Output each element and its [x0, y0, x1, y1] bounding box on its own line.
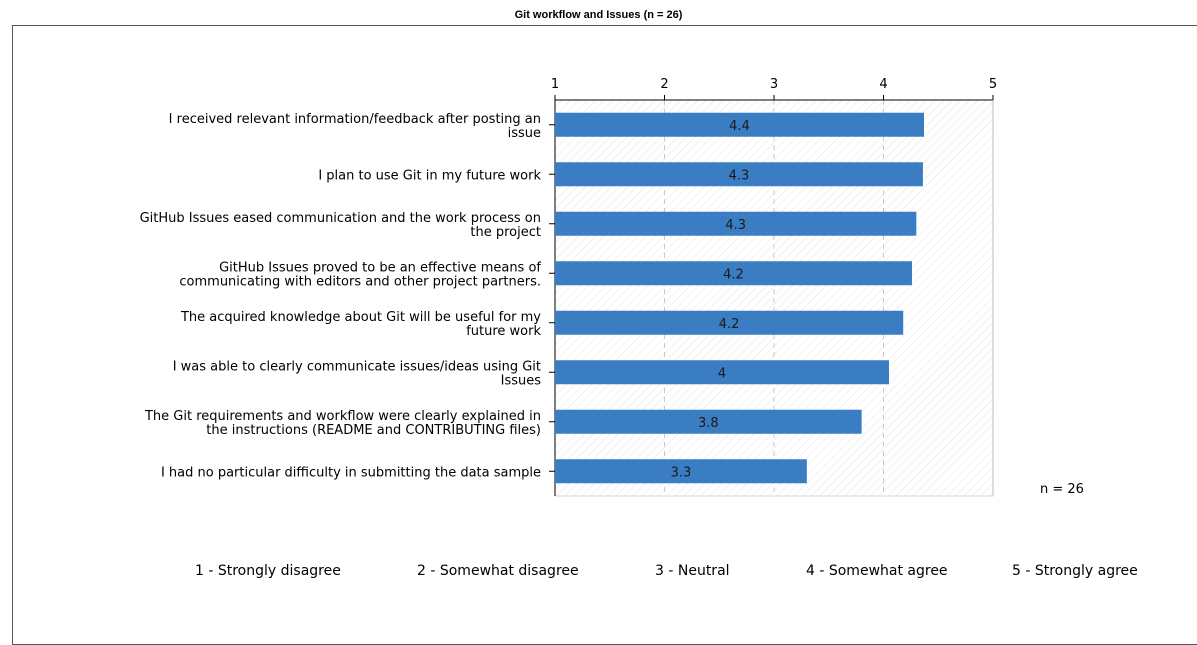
bar-value-label: 4.2 — [723, 267, 744, 282]
chart-title: Git workflow and Issues (n = 26) — [514, 9, 683, 21]
category-label-line: I received relevant information/feedback… — [169, 112, 541, 127]
bar — [555, 459, 807, 484]
category-label-line: I plan to use Git in my future work — [318, 168, 541, 183]
category-label: GitHub Issues proved to be an effective … — [179, 260, 541, 289]
category-label: I received relevant information/feedback… — [169, 112, 541, 141]
bar-value-label: 4 — [718, 366, 726, 381]
legend-item-2: 2 - Somewhat disagree — [417, 563, 579, 579]
category-label-line: the project — [470, 225, 541, 240]
category-label: I plan to use Git in my future work — [318, 168, 541, 183]
bar-value-label: 4.3 — [725, 218, 746, 233]
sample-size-label: n = 26 — [1040, 482, 1084, 497]
category-label: GitHub Issues eased communication and th… — [140, 211, 541, 240]
category-label: The Git requirements and workflow were c… — [144, 409, 541, 438]
bar — [555, 360, 889, 385]
legend-item-1: 1 - Strongly disagree — [195, 563, 341, 579]
legend: 1 - Strongly disagree 2 - Somewhat disag… — [0, 563, 1197, 583]
category-label-line: I was able to clearly communicate issues… — [173, 359, 541, 374]
bar-value-label: 3.8 — [698, 416, 719, 431]
category-label-line: GitHub Issues proved to be an effective … — [219, 260, 541, 275]
bar-value-label: 3.3 — [671, 465, 692, 480]
x-tick-label-1: 1 — [551, 77, 559, 92]
category-label-line: future work — [466, 324, 541, 339]
category-label: The acquired knowledge about Git will be… — [180, 310, 542, 339]
bar — [555, 162, 923, 187]
category-label-line: I had no particular difficulty in submit… — [161, 465, 541, 480]
legend-item-3: 3 - Neutral — [655, 563, 730, 579]
bar-value-label: 4.3 — [729, 168, 750, 183]
bar-value-label: 4.4 — [729, 119, 750, 134]
x-tick-label-2: 2 — [660, 77, 668, 92]
bar-value-label: 4.2 — [719, 317, 740, 332]
x-tick-label-5: 5 — [989, 77, 997, 92]
bar — [555, 112, 925, 137]
bar — [555, 409, 862, 434]
category-label-line: The acquired knowledge about Git will be… — [180, 310, 541, 325]
x-tick-label-3: 3 — [770, 77, 778, 92]
category-label-line: issue — [508, 126, 541, 141]
legend-item-4: 4 - Somewhat agree — [806, 563, 948, 579]
bar — [555, 310, 904, 335]
legend-item-5: 5 - Strongly agree — [1012, 563, 1138, 579]
category-label-line: Issues — [501, 373, 542, 388]
category-label: I was able to clearly communicate issues… — [173, 359, 542, 388]
bar — [555, 211, 917, 236]
category-label-line: GitHub Issues eased communication and th… — [140, 211, 541, 226]
category-label-line: communicating with editors and other pro… — [179, 274, 541, 289]
category-label-line: The Git requirements and workflow were c… — [144, 409, 541, 424]
bar — [555, 261, 912, 286]
category-label: I had no particular difficulty in submit… — [161, 465, 541, 480]
x-tick-label-4: 4 — [879, 77, 887, 92]
category-label-line: the instructions (README and CONTRIBUTIN… — [206, 423, 541, 438]
